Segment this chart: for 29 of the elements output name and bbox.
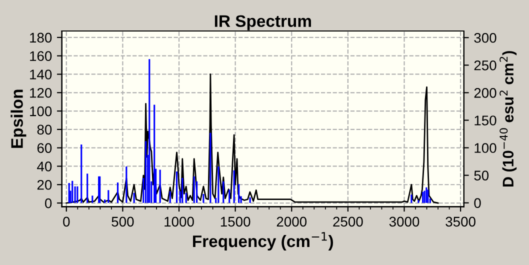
y2-tick-label: 250 xyxy=(474,60,496,70)
chart-title: IR Spectrum xyxy=(214,15,311,30)
y-tick-label: 80 xyxy=(37,124,52,135)
y-tick-label: 100 xyxy=(30,106,52,116)
x-tick-label: 0 xyxy=(63,216,70,227)
y-tick-label: 20 xyxy=(37,180,52,190)
x-tick-label: 1000 xyxy=(164,216,194,227)
y-tick-label: 60 xyxy=(37,143,52,153)
x-tick-label: 1500 xyxy=(220,216,250,227)
y-tick-label: 120 xyxy=(30,88,52,98)
y-tick-label: 40 xyxy=(37,162,52,172)
x-tick-label: 3500 xyxy=(446,216,476,227)
y-tick-label: 160 xyxy=(30,51,52,62)
x-tick-label: 2000 xyxy=(276,216,307,227)
y2-axis-title: D (10$^{−40}$ esu$^{2}$ cm$^{2}$) xyxy=(500,51,517,187)
y2-tick-label: 200 xyxy=(474,88,496,98)
y2-tick-label: 100 xyxy=(474,143,496,153)
y-axis-title: Epsilon xyxy=(10,90,26,148)
x-tick-label: 3000 xyxy=(389,216,420,227)
x-tick-label: 2500 xyxy=(333,216,363,227)
y-tick-label: 140 xyxy=(30,70,52,80)
y2-tick-label: 0 xyxy=(474,198,481,208)
y-tick-label: 180 xyxy=(30,32,52,43)
y2-tick-label: 150 xyxy=(474,116,496,126)
y2-tick-label: 50 xyxy=(474,170,489,180)
y-tick-label: 0 xyxy=(44,198,52,208)
x-tick-label: 500 xyxy=(112,216,134,227)
x-axis-title: Frequency (cm$^{−1}$) xyxy=(193,232,333,250)
y2-tick-label: 300 xyxy=(474,32,496,43)
